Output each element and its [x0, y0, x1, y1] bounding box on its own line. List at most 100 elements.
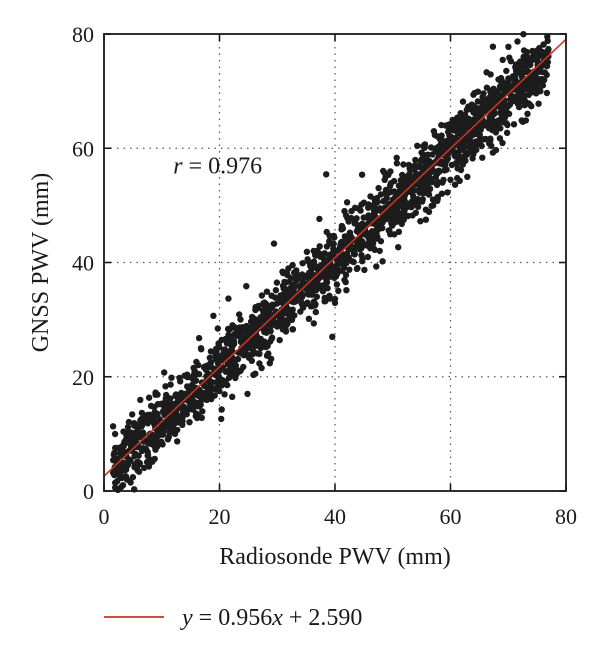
scatter-point [507, 96, 514, 103]
scatter-point [479, 116, 486, 123]
scatter-point [428, 202, 435, 210]
scatter-point [310, 247, 317, 255]
scatter-point [335, 287, 342, 294]
scatter-point [237, 327, 245, 334]
scatter-point [495, 76, 502, 83]
scatter-point [274, 310, 281, 318]
scatter-point [110, 451, 118, 458]
y-axis-title: GNSS PWV (mm) [28, 173, 54, 353]
scatter-point [406, 187, 414, 195]
scatter-point [469, 155, 476, 162]
scatter-point [284, 271, 291, 279]
x-tick-label: 60 [440, 504, 462, 529]
scatter-point [225, 374, 233, 382]
scatter-point [129, 411, 136, 418]
scatter-point [272, 287, 280, 294]
scatter-point [482, 98, 489, 105]
scatter-point [354, 225, 362, 232]
scatter-point [500, 119, 507, 126]
scatter-point [536, 76, 543, 83]
scatter-point [112, 479, 119, 486]
scatter-point [170, 425, 177, 432]
scatter-point [214, 359, 222, 366]
scatter-point [118, 447, 125, 455]
scatter-point [450, 140, 457, 148]
scatter-point [452, 160, 460, 167]
scatter-point [310, 320, 317, 327]
scatter-point [324, 273, 331, 281]
scatter-point [364, 253, 372, 261]
scatter-point [375, 184, 382, 192]
scatter-point [489, 43, 497, 50]
scatter-point [487, 71, 494, 78]
scatter-point [250, 371, 257, 379]
scatter-point [298, 300, 305, 308]
scatter-point [117, 472, 125, 479]
scatter-point [207, 348, 215, 355]
scatter-point [433, 181, 441, 189]
scatter-point [457, 110, 464, 117]
scatter-point [274, 322, 282, 329]
scatter-point [240, 352, 248, 359]
scatter-point [483, 122, 490, 129]
fit-line [103, 38, 567, 477]
scatter-point [186, 419, 193, 426]
scatter-point [516, 66, 524, 73]
scatter-point [373, 219, 380, 227]
scatter-point [172, 392, 180, 399]
scatter-point [164, 418, 171, 425]
scatter-point [348, 214, 355, 222]
scatter-point [193, 414, 201, 422]
scatter-point [124, 423, 132, 431]
scatter-point [433, 168, 441, 175]
scatter-point [496, 135, 504, 142]
scatter-point [537, 88, 544, 95]
scatter-point [111, 430, 119, 438]
scatter-point [528, 70, 535, 78]
scatter-point [140, 431, 147, 438]
scatter-point [507, 58, 515, 65]
scatter-point [258, 292, 266, 299]
scatter-point [359, 226, 367, 233]
scatter-point [543, 71, 550, 79]
scatter-point [230, 341, 237, 348]
scatter-point [276, 336, 283, 344]
scatter-point [313, 282, 320, 290]
scatter-point [294, 291, 302, 298]
scatter-point [270, 302, 277, 309]
scatter-point [499, 139, 506, 147]
scatter-point [341, 233, 349, 240]
scatter-point [244, 390, 251, 398]
scatter-point [181, 406, 189, 413]
scatter-point [323, 279, 330, 287]
scatter-point [358, 171, 366, 178]
scatter-point [289, 306, 296, 314]
scatter-point [499, 56, 506, 64]
scatter-point [206, 388, 213, 396]
scatter-point [399, 212, 406, 219]
scatter-point [199, 408, 206, 415]
scatter-point [267, 322, 275, 330]
scatter-point [330, 232, 337, 240]
scatter-point [462, 152, 469, 160]
scatter-point [471, 89, 478, 97]
scatter-point [477, 135, 484, 142]
scatter-point [197, 345, 205, 352]
scatter-point [479, 154, 486, 161]
scatter-point [425, 208, 433, 215]
scatter-point [135, 459, 142, 466]
x-tick-label: 40 [324, 504, 346, 529]
scatter-point [224, 339, 231, 346]
scatter-point [304, 256, 311, 263]
scatter-point [414, 142, 421, 149]
scatter-point [218, 415, 225, 423]
scatter-point [145, 418, 152, 425]
scatter-point [123, 476, 131, 483]
scatter-point [285, 293, 292, 300]
scatter-point [421, 144, 428, 151]
scatter-point [342, 271, 350, 279]
scatter-point [489, 149, 497, 156]
scatter-point [338, 260, 345, 267]
scatter-point [371, 202, 378, 209]
